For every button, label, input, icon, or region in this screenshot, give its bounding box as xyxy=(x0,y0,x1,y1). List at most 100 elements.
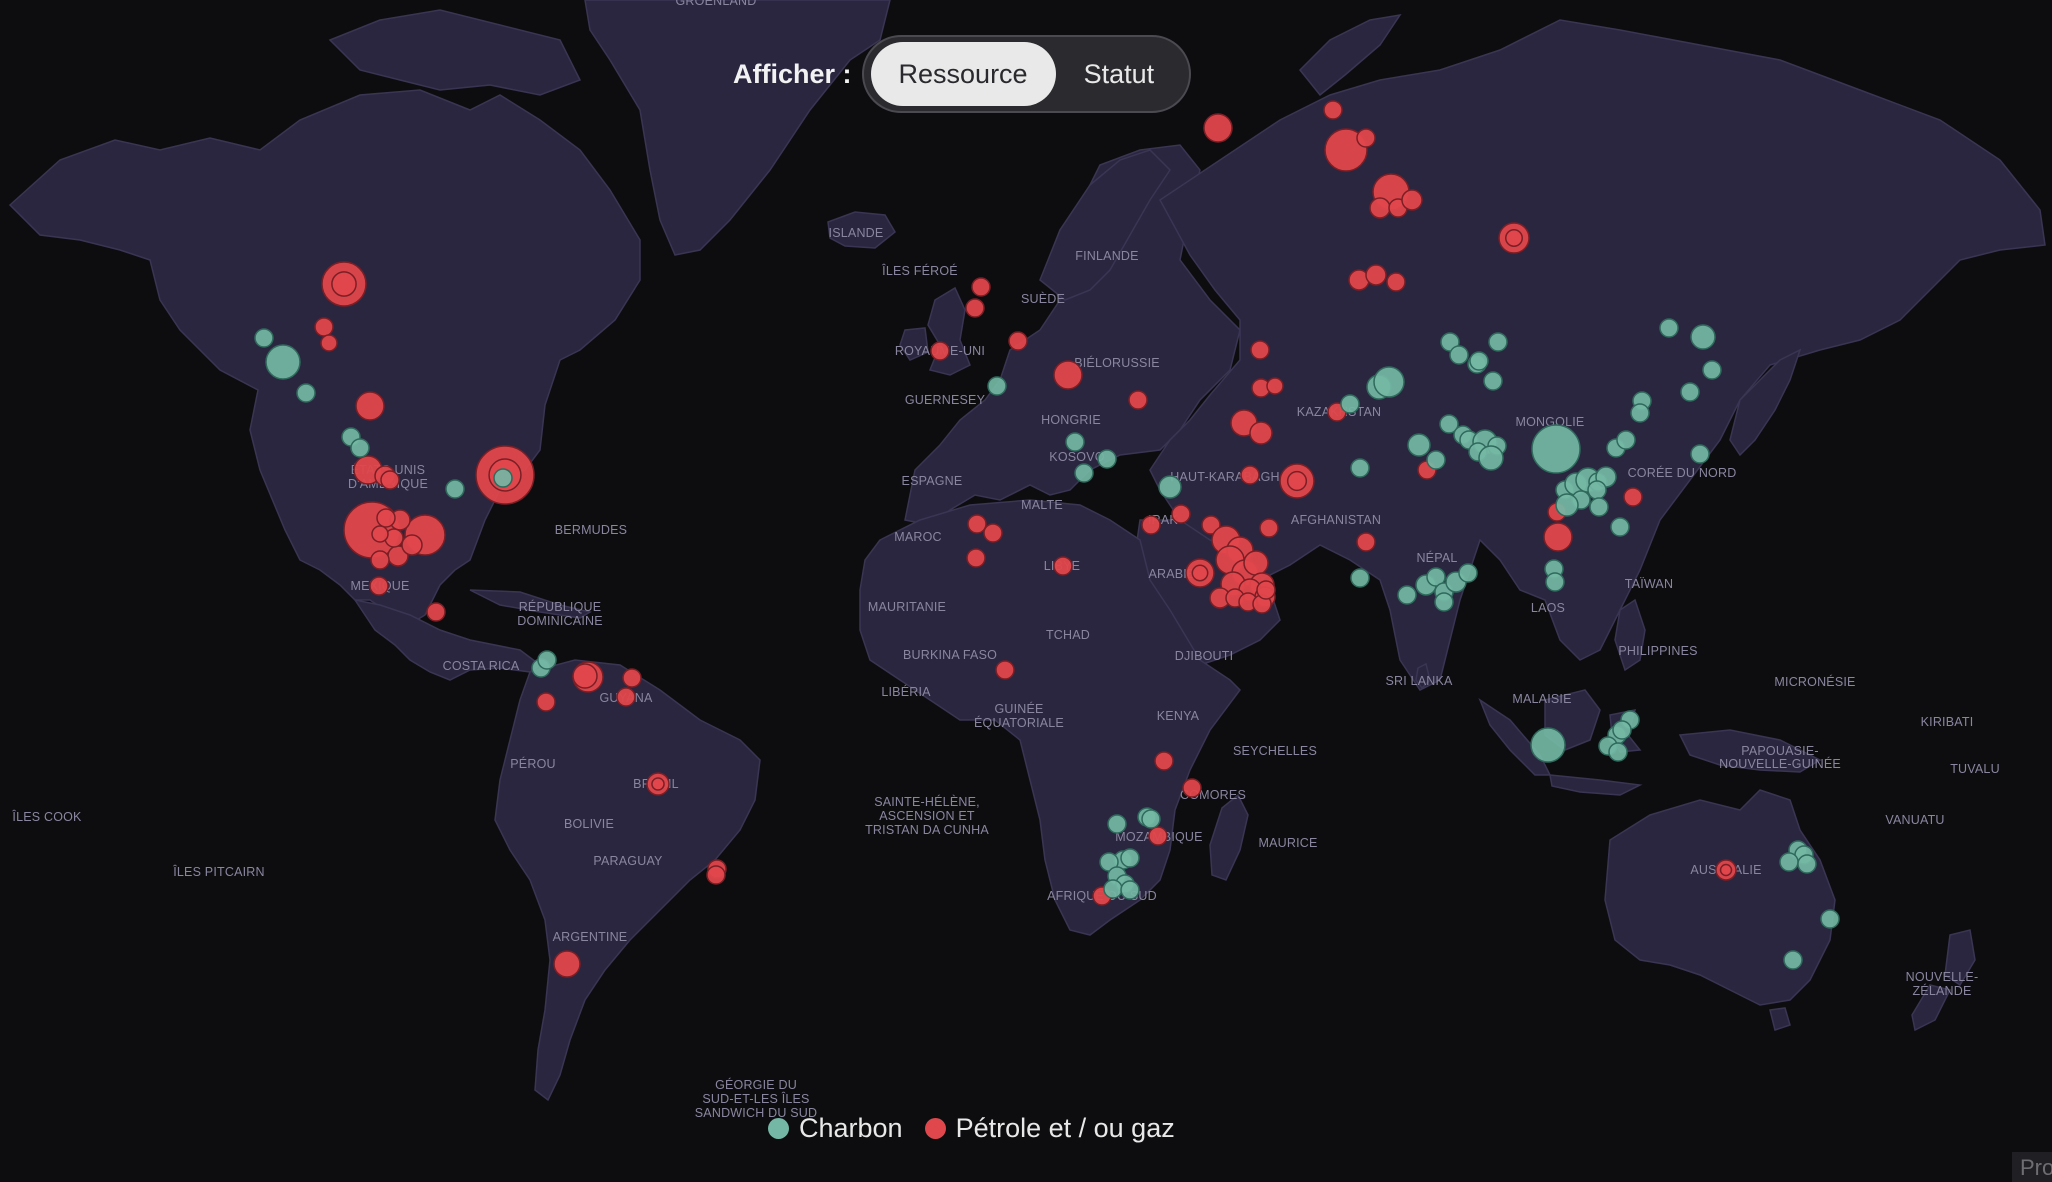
oil-gas-site-marker[interactable] xyxy=(622,668,642,688)
oil-gas-site-marker[interactable] xyxy=(1053,556,1073,576)
nested-site-marker[interactable] xyxy=(1191,564,1209,582)
coal-site-marker[interactable] xyxy=(1458,563,1478,583)
oil-gas-site-marker[interactable] xyxy=(1201,515,1221,535)
oil-gas-site-marker[interactable] xyxy=(1401,189,1423,211)
oil-gas-site-marker[interactable] xyxy=(371,525,389,543)
oil-gas-site-marker[interactable] xyxy=(1053,360,1083,390)
coal-site-marker[interactable] xyxy=(1439,414,1459,434)
oil-gas-site-marker[interactable] xyxy=(376,508,396,528)
corner-tab[interactable]: Pro xyxy=(2012,1152,2052,1182)
coal-site-marker[interactable] xyxy=(1690,324,1716,350)
coal-site-marker[interactable] xyxy=(1545,572,1565,592)
coal-site-marker[interactable] xyxy=(1608,742,1628,762)
oil-gas-site-marker[interactable] xyxy=(553,950,581,978)
coal-site-marker[interactable] xyxy=(1120,880,1140,900)
oil-gas-site-marker[interactable] xyxy=(1154,751,1174,771)
coal-site-marker[interactable] xyxy=(1478,445,1504,471)
oil-gas-site-marker[interactable] xyxy=(995,660,1015,680)
oil-gas-site-marker[interactable] xyxy=(355,391,385,421)
nested-site-marker[interactable] xyxy=(1505,229,1523,247)
coal-site-marker[interactable] xyxy=(537,650,557,670)
coal-site-marker[interactable] xyxy=(1530,727,1566,763)
oil-gas-site-marker[interactable] xyxy=(572,663,598,689)
oil-gas-site-marker[interactable] xyxy=(320,334,338,352)
coal-site-marker[interactable] xyxy=(1350,458,1370,478)
coal-site-marker[interactable] xyxy=(1680,382,1700,402)
oil-gas-site-marker[interactable] xyxy=(1141,515,1161,535)
oil-gas-site-marker[interactable] xyxy=(1182,778,1202,798)
coal-site-marker[interactable] xyxy=(1097,449,1117,469)
coal-site-marker[interactable] xyxy=(1397,585,1417,605)
coal-site-marker[interactable] xyxy=(1449,345,1469,365)
oil-gas-site-marker[interactable] xyxy=(1259,518,1279,538)
coal-site-marker[interactable] xyxy=(254,328,274,348)
oil-gas-site-marker[interactable] xyxy=(426,602,446,622)
coal-site-marker[interactable] xyxy=(1820,909,1840,929)
coal-site-marker[interactable] xyxy=(445,479,465,499)
coal-site-marker[interactable] xyxy=(1426,567,1446,587)
coal-site-marker[interactable] xyxy=(1690,444,1710,464)
oil-gas-site-marker[interactable] xyxy=(971,277,991,297)
oil-gas-site-marker[interactable] xyxy=(369,576,389,596)
coal-site-marker[interactable] xyxy=(1469,351,1489,371)
oil-gas-site-marker[interactable] xyxy=(983,523,1003,543)
coal-site-marker[interactable] xyxy=(1587,480,1607,500)
coal-site-marker[interactable] xyxy=(1483,371,1503,391)
nested-site-marker[interactable] xyxy=(331,271,357,297)
nested-site-marker[interactable] xyxy=(1286,470,1308,492)
coal-site-marker[interactable] xyxy=(1426,450,1446,470)
coal-site-marker[interactable] xyxy=(1434,592,1454,612)
oil-gas-site-marker[interactable] xyxy=(1171,504,1191,524)
oil-gas-site-marker[interactable] xyxy=(1365,264,1387,286)
coal-site-marker[interactable] xyxy=(1065,432,1085,452)
oil-gas-site-marker[interactable] xyxy=(965,298,985,318)
oil-gas-site-marker[interactable] xyxy=(1256,580,1276,600)
nested-site-marker[interactable] xyxy=(1719,863,1733,877)
oil-gas-site-marker[interactable] xyxy=(706,865,726,885)
oil-gas-site-marker[interactable] xyxy=(1249,421,1273,445)
coal-site-marker[interactable] xyxy=(1103,879,1123,899)
oil-gas-site-marker[interactable] xyxy=(1356,128,1376,148)
coal-site-marker[interactable] xyxy=(987,376,1007,396)
coal-site-marker[interactable] xyxy=(1158,475,1182,499)
oil-gas-site-marker[interactable] xyxy=(1148,826,1168,846)
oil-gas-site-marker[interactable] xyxy=(1008,331,1028,351)
oil-gas-site-marker[interactable] xyxy=(1386,272,1406,292)
coal-site-marker[interactable] xyxy=(1373,366,1405,398)
oil-gas-site-marker[interactable] xyxy=(1369,197,1391,219)
oil-gas-site-marker[interactable] xyxy=(1323,100,1343,120)
oil-gas-site-marker[interactable] xyxy=(1203,113,1233,143)
coal-site-marker[interactable] xyxy=(1120,848,1140,868)
nested-site-marker[interactable] xyxy=(651,777,665,791)
coal-site-marker[interactable] xyxy=(1702,360,1722,380)
option-ressource-button[interactable]: Ressource xyxy=(870,42,1056,106)
oil-gas-site-marker[interactable] xyxy=(1543,522,1573,552)
coal-site-marker[interactable] xyxy=(265,344,301,380)
oil-gas-site-marker[interactable] xyxy=(1243,550,1269,576)
oil-gas-site-marker[interactable] xyxy=(380,470,400,490)
oil-gas-site-marker[interactable] xyxy=(1623,487,1643,507)
oil-gas-site-marker[interactable] xyxy=(1356,532,1376,552)
oil-gas-site-marker[interactable] xyxy=(401,534,423,556)
oil-gas-site-marker[interactable] xyxy=(616,687,636,707)
coal-site-marker[interactable] xyxy=(1555,493,1579,517)
oil-gas-site-marker[interactable] xyxy=(370,550,390,570)
coal-site-marker[interactable] xyxy=(1589,497,1609,517)
coal-site-marker[interactable] xyxy=(1659,318,1679,338)
coal-site-marker[interactable] xyxy=(1141,809,1161,829)
coal-site-marker[interactable] xyxy=(1340,394,1360,414)
coal-site-marker[interactable] xyxy=(1612,720,1632,740)
oil-gas-site-marker[interactable] xyxy=(1266,377,1284,395)
coal-site-marker[interactable] xyxy=(1107,814,1127,834)
coal-site-marker[interactable] xyxy=(1350,568,1370,588)
coal-site-marker[interactable] xyxy=(1074,463,1094,483)
coal-site-marker[interactable] xyxy=(1779,852,1799,872)
option-statut-button[interactable]: Statut xyxy=(1083,58,1155,89)
coal-site-marker[interactable] xyxy=(1488,332,1508,352)
oil-gas-site-marker[interactable] xyxy=(1240,465,1260,485)
coal-site-marker[interactable] xyxy=(493,468,513,488)
coal-site-marker[interactable] xyxy=(350,438,370,458)
oil-gas-site-marker[interactable] xyxy=(930,341,950,361)
oil-gas-site-marker[interactable] xyxy=(966,548,986,568)
